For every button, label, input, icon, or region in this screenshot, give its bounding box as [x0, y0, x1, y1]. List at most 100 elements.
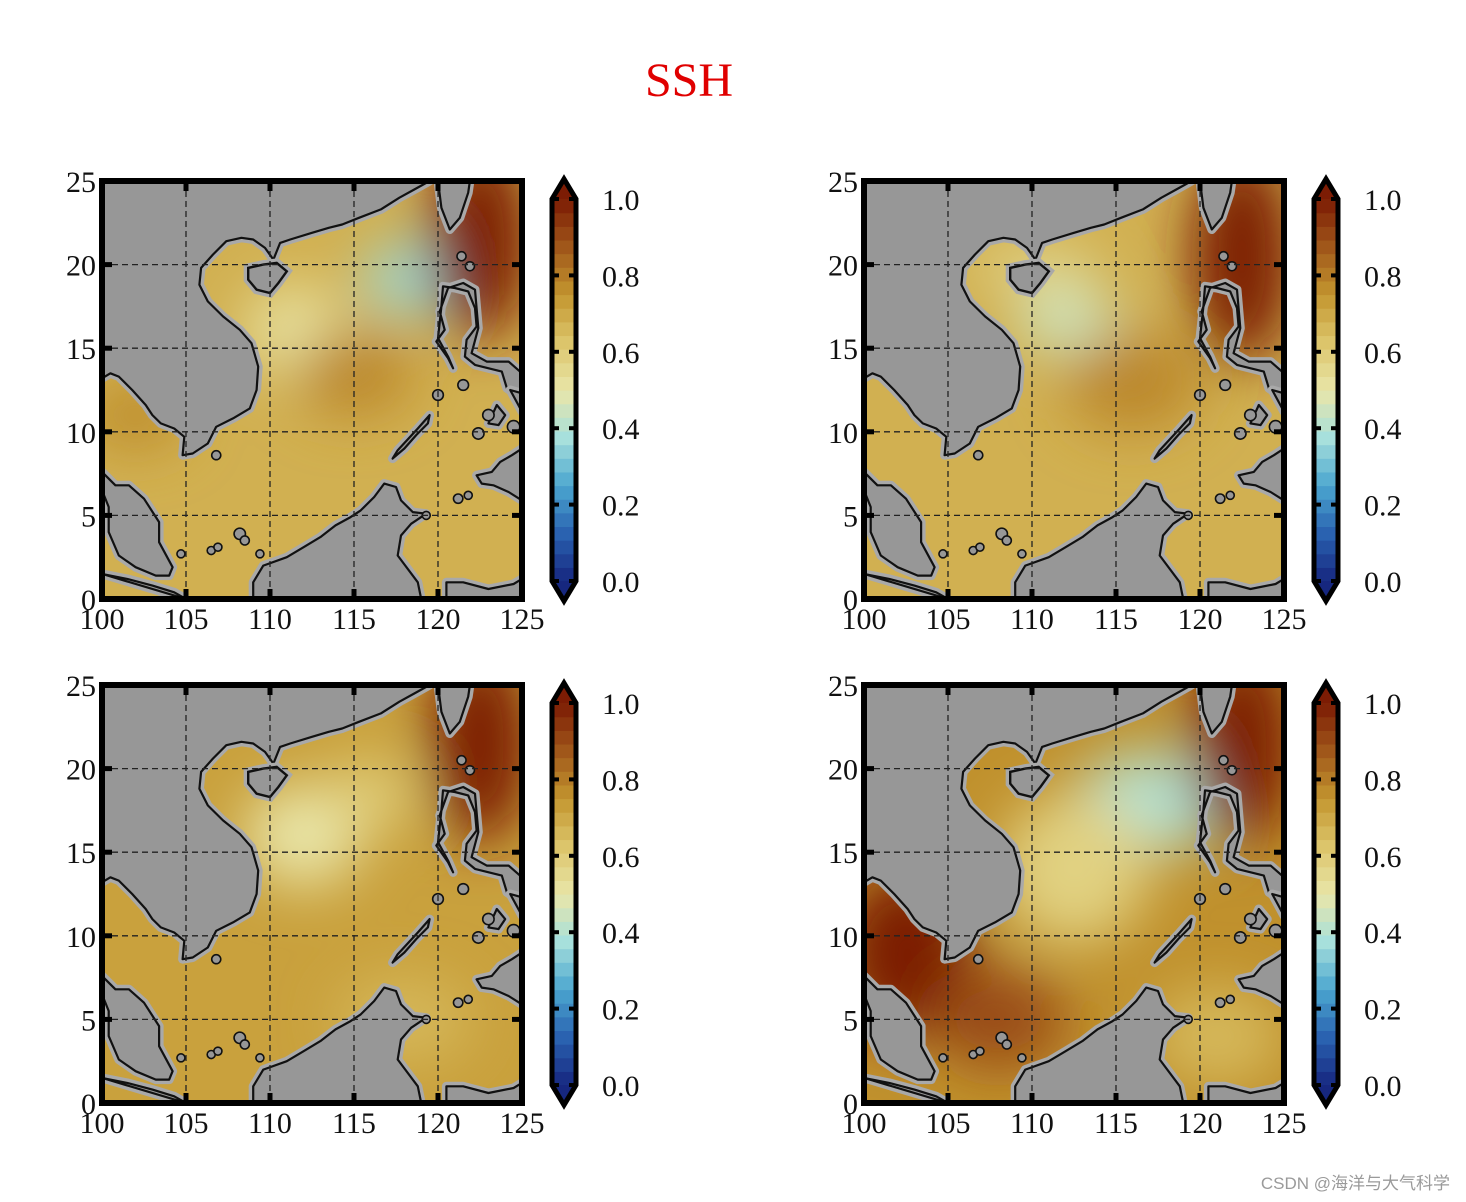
colorbar-level	[552, 403, 576, 418]
landmass-1	[102, 181, 431, 457]
colorbar-level	[1314, 267, 1338, 282]
lat-tick-label: 0	[843, 584, 858, 617]
lon-tick-label: 120	[416, 603, 461, 636]
lat-tick-label: 0	[81, 1088, 96, 1121]
lon-tick-label: 115	[332, 1107, 376, 1140]
colorbar-level	[1314, 485, 1338, 500]
colorbar-level	[1314, 975, 1338, 991]
landmass-6	[1153, 918, 1193, 964]
landmass-2	[102, 470, 174, 577]
lon-tick-label: 105	[164, 603, 209, 636]
lon-tick-label: 125	[1262, 603, 1307, 636]
lon-tick-label: 100	[842, 603, 887, 636]
colorbar-extend-max	[1314, 179, 1338, 199]
landmass-11	[1207, 577, 1284, 599]
colorbar-level	[552, 866, 576, 881]
colorbar-level	[552, 308, 576, 323]
small-island	[255, 1053, 265, 1063]
hainan-island	[247, 261, 289, 295]
landmass-11	[445, 577, 522, 599]
colorbar-level	[552, 716, 576, 731]
colorbar-level	[1314, 962, 1338, 977]
colorbar-level	[1314, 444, 1338, 459]
small-island	[972, 953, 984, 965]
lon-tick-label: 125	[1262, 1107, 1307, 1140]
land-layer	[102, 181, 522, 599]
small-island	[972, 449, 984, 461]
colorbar-extend-max	[552, 179, 576, 199]
small-island	[975, 542, 985, 552]
colorbar-level	[552, 444, 576, 459]
map-panel-3: 100 105 110 115 120 125 0 5 10 15 20 25 0.0 0.2 0.4 0.6…	[66, 670, 640, 1140]
small-island	[210, 953, 222, 965]
lon-tick-label: 105	[164, 1107, 209, 1140]
colorbar-level	[1314, 212, 1338, 227]
small-island	[1225, 490, 1236, 501]
lat-tick-label: 5	[81, 1004, 96, 1037]
colorbar-level	[552, 907, 576, 922]
lat-tick-label: 25	[66, 166, 96, 199]
land-layer	[864, 685, 1284, 1103]
colorbar-level	[1314, 771, 1338, 786]
landmass-9	[487, 907, 507, 931]
colorbar-level	[552, 1057, 576, 1072]
landmass-11	[445, 1081, 522, 1103]
map-panel-4: 100 105 110 115 120 125 0 5 10 15 20 25 0.0 0.2 0.4 0.6…	[828, 670, 1402, 1140]
small-island	[456, 250, 467, 262]
lat-tick-label: 10	[828, 921, 858, 954]
colorbar-tick-label: 0.6	[602, 337, 640, 370]
colorbar-level	[552, 784, 576, 800]
lat-tick-label: 15	[828, 333, 858, 366]
colorbar-level	[1314, 540, 1338, 555]
colorbar-level	[1314, 294, 1338, 309]
small-island	[1017, 549, 1027, 559]
lon-tick-label: 105	[926, 603, 971, 636]
colorbar-tick-label: 0.6	[1364, 337, 1402, 370]
colorbar-tick-label: 0.2	[1364, 490, 1402, 523]
colorbar-tick-label: 0.4	[1364, 413, 1402, 446]
colorbar-tick-label: 0.2	[602, 994, 640, 1027]
colorbar-level	[1314, 907, 1338, 922]
small-island	[213, 1046, 223, 1056]
colorbar-tick-label: 0.4	[602, 413, 640, 446]
lon-tick-label: 110	[248, 1107, 292, 1140]
landmass-7	[475, 447, 522, 502]
colorbar-level	[1314, 825, 1338, 841]
colorbar-level	[1314, 376, 1338, 391]
lat-tick-label: 10	[66, 417, 96, 450]
lat-tick-label: 20	[66, 250, 96, 283]
colorbar-level	[1314, 471, 1338, 487]
colorbar-tick-label: 0.4	[602, 917, 640, 950]
colorbar-level	[552, 894, 576, 909]
lat-tick-label: 15	[828, 837, 858, 870]
colorbar-level	[552, 948, 576, 963]
landmass-6	[391, 414, 431, 460]
ssh-anomaly-2	[320, 760, 422, 828]
colorbar-level	[1314, 567, 1338, 582]
landmass-9	[487, 403, 507, 427]
small-island	[213, 542, 223, 552]
small-island	[1226, 764, 1238, 776]
colorbar-level	[552, 730, 576, 745]
small-island	[1214, 997, 1226, 1009]
landmass-3	[864, 572, 950, 599]
colorbar-tick-label: 0.8	[1364, 260, 1402, 293]
colorbar-extend-min	[552, 1085, 576, 1105]
colorbar-extend-min	[1314, 581, 1338, 601]
lon-tick-label: 125	[500, 1107, 545, 1140]
watermark: CSDN @海洋与大气科学	[1260, 1174, 1450, 1193]
colorbar-tick-label: 0.8	[602, 260, 640, 293]
colorbar-level	[1314, 1016, 1338, 1032]
colorbar-level	[1314, 798, 1338, 813]
lon-tick-label: 120	[1178, 1107, 1223, 1140]
small-island	[975, 1046, 985, 1056]
small-island	[255, 549, 265, 559]
landmass-8	[1198, 181, 1233, 231]
small-island	[456, 754, 467, 766]
landmass-9	[1249, 907, 1269, 931]
hainan-island	[1009, 765, 1051, 799]
small-island	[1233, 930, 1247, 944]
lon-tick-label: 110	[1010, 603, 1054, 636]
colorbar-tick-label: 0.2	[602, 490, 640, 523]
